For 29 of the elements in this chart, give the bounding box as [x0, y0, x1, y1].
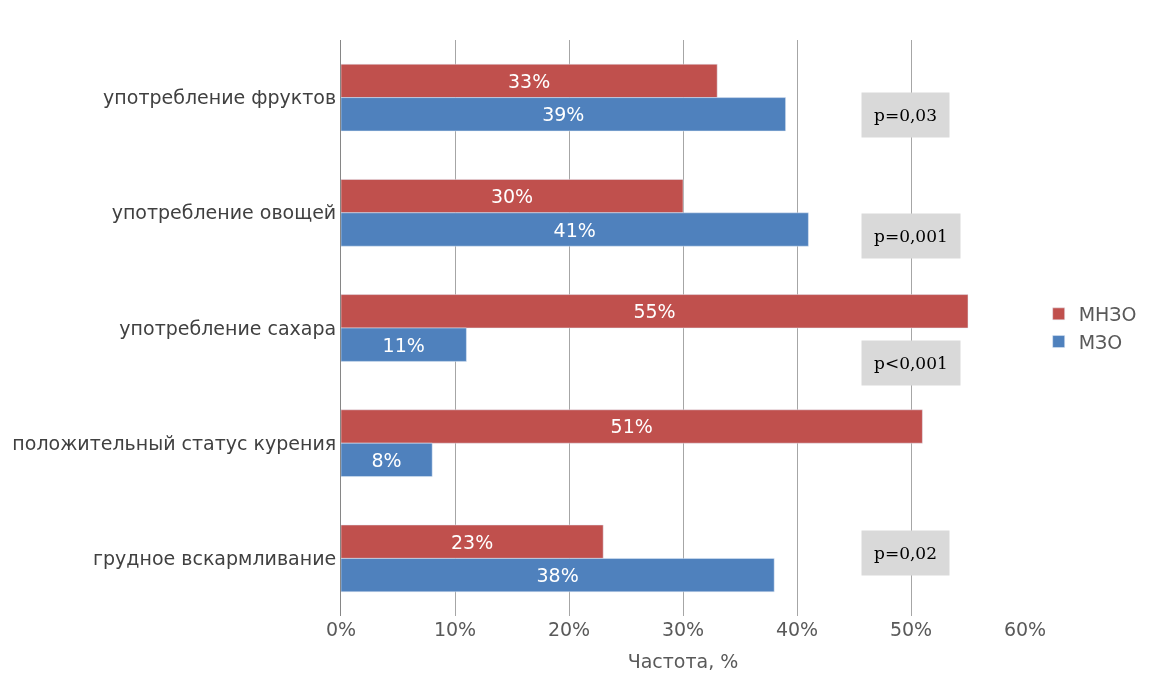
legend-label: МНЗО	[1078, 303, 1137, 326]
data-label: 41%	[553, 218, 596, 241]
data-label: 8%	[371, 448, 402, 471]
data-label: 39%	[542, 103, 585, 126]
x-tick-label: 50%	[889, 618, 933, 640]
y-tick-label: положительный статус курения	[12, 431, 337, 454]
x-tick-label: 0%	[325, 618, 357, 640]
y-tick-label: грудное вскармливание	[93, 547, 337, 570]
x-tick-label: 10%	[433, 618, 477, 640]
x-tick-label: 30%	[661, 618, 705, 640]
y-tick-label: употребление сахара	[119, 316, 337, 339]
legend-label: МЗО	[1078, 330, 1123, 353]
data-label: 30%	[490, 185, 534, 208]
annotation: p=0,02	[874, 543, 937, 563]
annotation: p=0,001	[874, 226, 948, 246]
data-label: 23%	[450, 530, 494, 553]
y-tick-label: употребление фруктов	[103, 86, 337, 109]
x-tick-label: 20%	[547, 618, 591, 640]
data-label: 11%	[382, 333, 425, 356]
data-label: 38%	[536, 564, 579, 587]
y-tick-label: употребление овощей	[111, 201, 337, 224]
x-axis-title: Частота, %	[627, 649, 739, 672]
data-label: 51%	[610, 415, 653, 438]
x-tick-label: 60%	[1003, 618, 1047, 640]
data-label: 33%	[507, 69, 551, 92]
x-tick-label: 40%	[775, 618, 819, 640]
data-label: 55%	[633, 300, 676, 323]
annotation: p=0,03	[874, 105, 937, 125]
annotation: p<0,001	[874, 353, 948, 373]
